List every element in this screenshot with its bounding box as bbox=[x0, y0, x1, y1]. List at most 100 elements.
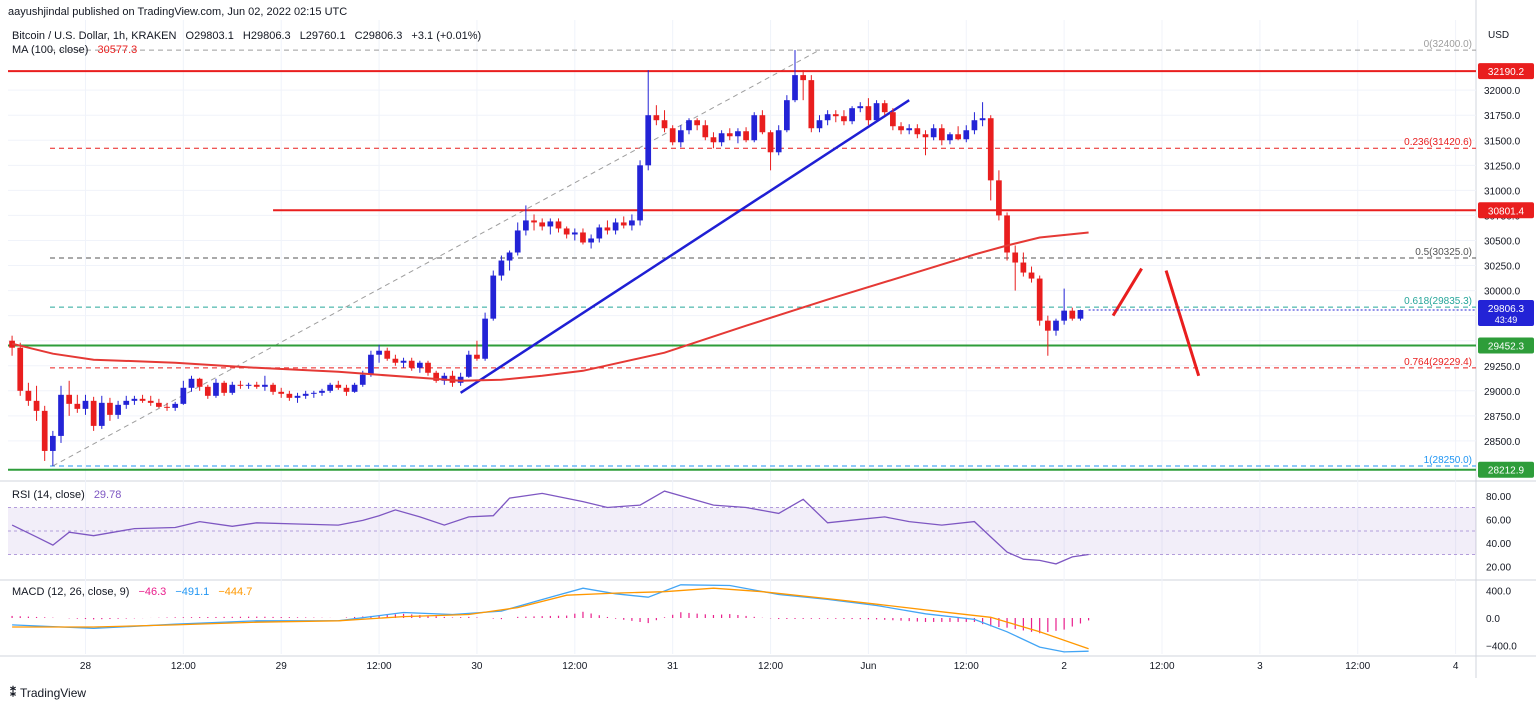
candlesticks bbox=[9, 50, 1084, 466]
candle-body bbox=[204, 386, 211, 396]
candle-body bbox=[718, 133, 725, 143]
level-price-tag-text: 28212.9 bbox=[1488, 466, 1525, 477]
candle-body bbox=[319, 390, 325, 393]
candle-body bbox=[784, 100, 790, 131]
candle-body bbox=[90, 400, 97, 426]
tradingview-text: TradingView bbox=[20, 686, 87, 700]
candle-body bbox=[686, 120, 692, 131]
candle-body bbox=[82, 400, 89, 409]
candle-body bbox=[996, 180, 1002, 216]
signal-value: −444.7 bbox=[218, 586, 253, 598]
candle-body bbox=[465, 354, 472, 377]
candle-body bbox=[857, 106, 864, 109]
candle-body bbox=[555, 221, 562, 229]
candle-body bbox=[514, 230, 521, 253]
candle-body bbox=[938, 128, 945, 141]
candle-body bbox=[629, 220, 635, 226]
grid-lines bbox=[0, 0, 1536, 678]
signal-line bbox=[12, 587, 1089, 650]
candle-body bbox=[147, 400, 154, 403]
candle-body bbox=[368, 354, 374, 375]
candle-body bbox=[792, 75, 798, 101]
candle-body bbox=[408, 360, 415, 368]
candle-body bbox=[735, 131, 741, 137]
candle-body bbox=[612, 222, 619, 231]
macd-pane: 400.0 0.0 −400.0 bbox=[11, 584, 1517, 653]
candle-body bbox=[580, 232, 586, 243]
candle-body bbox=[849, 108, 855, 122]
candle-body bbox=[359, 374, 366, 385]
candle-body bbox=[930, 128, 937, 138]
fib-level-label: 1(28250.0) bbox=[1424, 455, 1472, 466]
candle-body bbox=[832, 114, 839, 117]
macd-legend[interactable]: MACD (12, 26, close, 9) −46.3 −491.1 −44… bbox=[12, 586, 258, 598]
ma-legend[interactable]: MA (100, close) 30577.3 bbox=[12, 44, 143, 56]
tradingview-logo[interactable]: ⁑ TradingView bbox=[10, 686, 86, 700]
currency-text: USD bbox=[1488, 30, 1510, 41]
candle-body bbox=[971, 120, 978, 131]
rsi-pane: 80.00 60.00 40.00 20.00 bbox=[8, 490, 1511, 573]
candle-body bbox=[457, 376, 464, 383]
candle-body bbox=[245, 384, 252, 386]
symbol-line[interactable]: Bitcoin / U.S. Dollar, 1h, KRAKEN O29803… bbox=[12, 30, 487, 42]
rsi-tick-label: 60.00 bbox=[1486, 515, 1511, 526]
candle-body bbox=[759, 115, 766, 133]
publisher-line: aayushjindal published on TradingView.co… bbox=[8, 6, 353, 18]
candle-body bbox=[596, 227, 603, 239]
rsi-legend[interactable]: RSI (14, close) 29.78 bbox=[12, 489, 127, 501]
candle-body bbox=[702, 125, 709, 138]
candle-body bbox=[824, 114, 831, 121]
rsi-value: 29.78 bbox=[93, 489, 122, 501]
candle-body bbox=[66, 394, 73, 404]
candle-body bbox=[107, 402, 113, 415]
candle-body bbox=[327, 384, 333, 391]
candle-body bbox=[221, 382, 227, 393]
level-price-tag bbox=[1478, 337, 1534, 354]
candle-body bbox=[588, 238, 594, 243]
level-price-tag bbox=[1478, 63, 1534, 80]
candle-body bbox=[726, 133, 733, 137]
candle-body bbox=[131, 398, 138, 401]
candle-body bbox=[571, 232, 578, 235]
candle-body bbox=[335, 384, 342, 388]
time-tick-label: Jun bbox=[860, 661, 876, 672]
candle-body bbox=[1020, 262, 1027, 273]
candle-body bbox=[474, 354, 480, 359]
candle-body bbox=[914, 128, 921, 135]
candle-body bbox=[873, 103, 880, 121]
candle-body bbox=[523, 220, 529, 231]
candle-body bbox=[156, 402, 162, 407]
time-tick-label: 3 bbox=[1257, 661, 1263, 672]
trend-drawings bbox=[459, 99, 1201, 394]
countdown-text: 43:49 bbox=[1495, 315, 1518, 325]
candle-body bbox=[890, 112, 896, 127]
candle-body bbox=[139, 398, 146, 401]
change-value: +3.1 (+0.01%) bbox=[411, 30, 482, 42]
macd-tick-label: 0.0 bbox=[1486, 614, 1500, 625]
candle-body bbox=[351, 384, 358, 392]
candle-body bbox=[816, 120, 823, 129]
candle-body bbox=[563, 228, 570, 235]
currency-label: USD bbox=[1488, 30, 1515, 41]
tradingview-mark-icon: ⁑ bbox=[10, 686, 16, 700]
candle-body bbox=[677, 130, 684, 143]
high-value: H29806.3 bbox=[242, 30, 291, 42]
candle-body bbox=[392, 358, 399, 363]
price-levels: 0(32400.0) 0.236(31420.6) 0.5(30325.0) 0.61… bbox=[8, 39, 1476, 471]
price-tick-label: 28500.0 bbox=[1484, 437, 1521, 448]
price-tick-label: 31250.0 bbox=[1484, 161, 1521, 172]
candle-body bbox=[906, 128, 913, 131]
time-tick-label: 28 bbox=[80, 661, 92, 672]
candle-body bbox=[441, 375, 448, 381]
candle-body bbox=[294, 395, 301, 398]
moving-average-line bbox=[11, 231, 1089, 382]
candle-body bbox=[433, 372, 440, 381]
rsi-line bbox=[11, 490, 1089, 565]
candle-body bbox=[922, 134, 929, 138]
time-tick-label: 12:00 bbox=[562, 661, 587, 672]
price-tick-label: 30250.0 bbox=[1484, 262, 1521, 273]
candle-body bbox=[661, 120, 668, 129]
candle-body bbox=[17, 347, 24, 391]
price-tick-label: 31500.0 bbox=[1484, 136, 1521, 147]
